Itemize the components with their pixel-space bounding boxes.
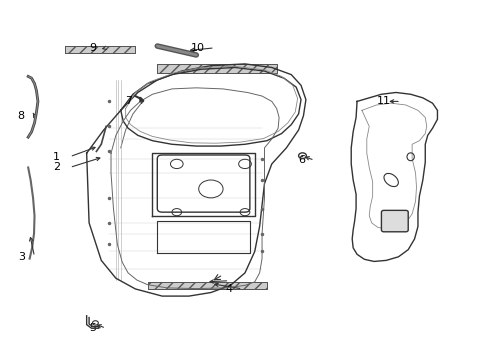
Polygon shape — [157, 64, 277, 73]
Polygon shape — [65, 46, 135, 53]
Text: 1: 1 — [53, 152, 60, 162]
Polygon shape — [147, 282, 267, 289]
Text: 6: 6 — [298, 156, 305, 165]
FancyBboxPatch shape — [381, 210, 408, 232]
Text: 5: 5 — [89, 323, 97, 333]
Text: 2: 2 — [53, 162, 60, 172]
Text: 7: 7 — [125, 96, 132, 107]
Text: 10: 10 — [191, 43, 205, 53]
Text: 9: 9 — [89, 43, 97, 53]
Text: 4: 4 — [226, 284, 233, 294]
Text: 3: 3 — [18, 252, 25, 262]
Text: 8: 8 — [18, 111, 25, 121]
Text: 11: 11 — [377, 96, 391, 107]
